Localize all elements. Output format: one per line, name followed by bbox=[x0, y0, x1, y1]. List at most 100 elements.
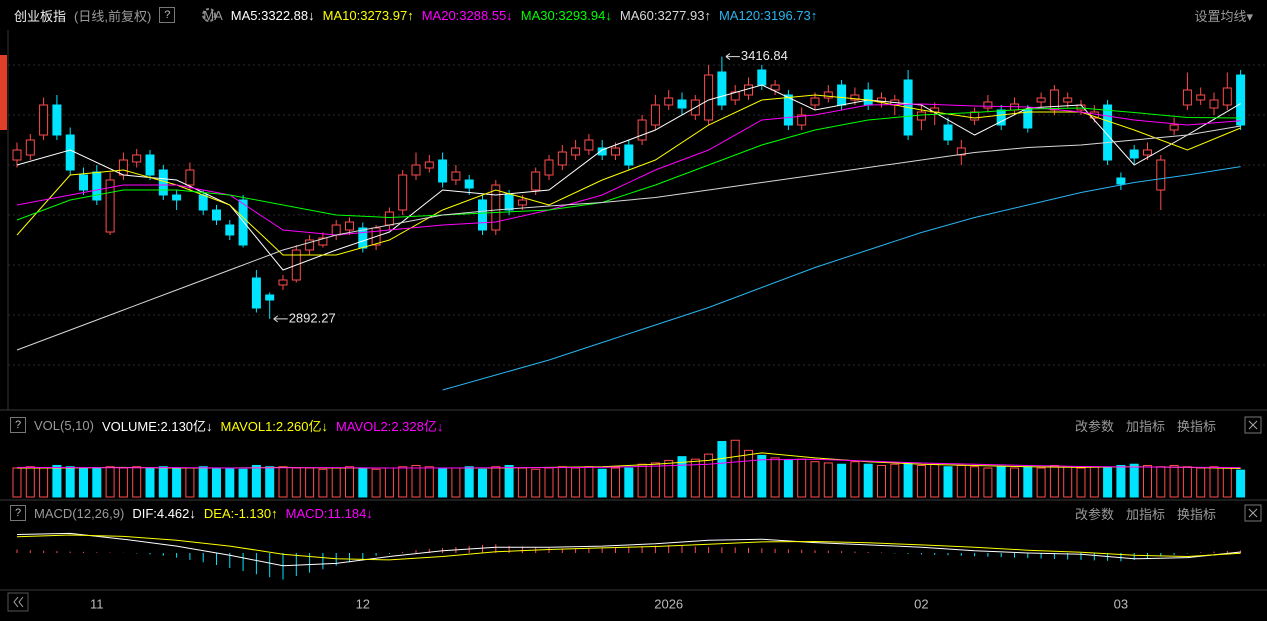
candle-body bbox=[1169, 124, 1179, 131]
volume-bar bbox=[970, 466, 980, 498]
help-button[interactable]: ? bbox=[10, 505, 26, 521]
volume-bar bbox=[650, 462, 660, 498]
volume-bar bbox=[1156, 466, 1166, 498]
volume-bar bbox=[1103, 467, 1113, 498]
volume-bar bbox=[318, 468, 328, 498]
panel-actions: 改参数 加指标 换指标 bbox=[1063, 416, 1216, 434]
panel-action[interactable]: 改参数 bbox=[1075, 418, 1115, 434]
volume-header: ? VOL(5,10) VOLUME:2.130亿↓ MAVOL1:2.260亿↓… bbox=[10, 416, 451, 434]
x-tick-label: 11 bbox=[90, 596, 104, 611]
volume-bar bbox=[1169, 464, 1179, 498]
volume-bar bbox=[12, 467, 22, 498]
help-button[interactable]: ? bbox=[10, 417, 26, 433]
volume-bar bbox=[1196, 467, 1206, 498]
candle-body bbox=[52, 104, 62, 136]
panel-action[interactable]: 加指标 bbox=[1126, 506, 1166, 522]
settings[interactable]: 设置均线▾ bbox=[1182, 6, 1253, 24]
volume-bar bbox=[624, 467, 634, 498]
candle-body bbox=[172, 194, 182, 201]
annotation-label: 3416.84 bbox=[741, 48, 788, 63]
candle-body bbox=[996, 109, 1006, 126]
candle-body bbox=[810, 97, 820, 106]
candle-body bbox=[677, 99, 687, 109]
volume-bar bbox=[438, 467, 448, 498]
panel-action[interactable]: 换指标 bbox=[1177, 418, 1217, 434]
candle-body bbox=[1222, 87, 1232, 106]
volume-bar bbox=[105, 466, 115, 498]
candle-body bbox=[1116, 177, 1126, 185]
volume-bar bbox=[757, 454, 767, 498]
volume-bar bbox=[132, 466, 142, 498]
candle-body bbox=[1023, 109, 1033, 129]
candle-body bbox=[783, 94, 793, 126]
panel-actions: 改参数 加指标 换指标 bbox=[1063, 504, 1216, 522]
ma-legend-item: MA60:3277.93↑ bbox=[619, 7, 711, 23]
volume-bar bbox=[704, 453, 714, 498]
volume-bar bbox=[1049, 464, 1059, 498]
volume-bar bbox=[611, 467, 620, 498]
volume-bar bbox=[557, 466, 567, 498]
settings-icon[interactable] bbox=[202, 8, 216, 22]
volume-bar bbox=[92, 467, 102, 498]
volume-bar bbox=[1182, 466, 1192, 498]
panel-action[interactable]: 换指标 bbox=[1177, 506, 1217, 522]
candle-body bbox=[837, 84, 847, 106]
volume-bar bbox=[225, 467, 235, 498]
volume-bar bbox=[331, 467, 341, 498]
volume-bar bbox=[1116, 464, 1126, 498]
macd-header: ? MACD(12,26,9) DIF:4.462↓ DEA:-1.130↑ MAC… bbox=[10, 504, 381, 522]
volume-bar bbox=[464, 466, 474, 498]
candle-body bbox=[943, 124, 953, 141]
volume-bar bbox=[238, 468, 248, 498]
volume-bar bbox=[172, 467, 182, 498]
volume-bar bbox=[1063, 466, 1073, 498]
candle-body bbox=[464, 179, 474, 189]
volume-bar bbox=[504, 464, 514, 498]
candle-body bbox=[1156, 159, 1166, 191]
volume-bar bbox=[1036, 467, 1046, 498]
candle-body bbox=[1182, 89, 1192, 106]
volume-bar bbox=[1143, 464, 1152, 498]
panel-action[interactable]: 加指标 bbox=[1126, 418, 1166, 434]
volume-bar bbox=[411, 464, 421, 498]
annotation-arrow bbox=[725, 53, 740, 60]
dif-line bbox=[16, 532, 1241, 567]
volume-bar bbox=[863, 463, 873, 498]
candle-body bbox=[212, 209, 221, 221]
candle-body bbox=[331, 224, 341, 236]
candle-body bbox=[478, 199, 487, 231]
volume-legend-item: VOLUME:2.130亿↓ bbox=[101, 418, 213, 434]
volume-legend-item: MAVOL2:2.328亿↓ bbox=[335, 418, 444, 434]
volume-bar bbox=[797, 458, 807, 498]
close-button[interactable] bbox=[1244, 416, 1262, 434]
panel-action[interactable]: 改参数 bbox=[1075, 506, 1115, 522]
help-button[interactable]: ? bbox=[159, 7, 176, 23]
candle-body bbox=[398, 174, 408, 211]
ma-legend-item: MA120:3196.73↑ bbox=[718, 7, 818, 23]
volume-bar bbox=[198, 466, 208, 498]
candle-body bbox=[704, 74, 714, 121]
volume-bar bbox=[730, 439, 740, 498]
candle-body bbox=[1129, 149, 1139, 159]
candle-body bbox=[571, 147, 581, 156]
ma-legend-item: MA5:3322.88↓ bbox=[230, 7, 315, 23]
candle-body bbox=[384, 211, 394, 226]
candle-body bbox=[225, 224, 235, 236]
candle-body bbox=[1103, 104, 1113, 161]
close-button[interactable] bbox=[1244, 504, 1262, 522]
axis-marker bbox=[0, 55, 7, 130]
volume-bar bbox=[305, 467, 315, 498]
volume-bar bbox=[345, 466, 354, 498]
candle-body bbox=[1236, 74, 1246, 126]
volume-bar bbox=[690, 458, 700, 498]
volume-bar bbox=[118, 467, 128, 498]
settings-label[interactable]: 设置均线▾ bbox=[1194, 8, 1253, 24]
volume-bar bbox=[185, 467, 195, 498]
volume-bar bbox=[584, 466, 594, 498]
volume-bar bbox=[251, 464, 261, 498]
candle-body bbox=[983, 101, 993, 109]
ma-legend: MA5:3322.88↓ MA10:3273.97↑ MA20:3288.55↓ MA… bbox=[231, 8, 825, 23]
candle-body bbox=[278, 279, 288, 286]
scroll-button[interactable] bbox=[7, 592, 29, 612]
scroll-icon bbox=[13, 596, 19, 608]
